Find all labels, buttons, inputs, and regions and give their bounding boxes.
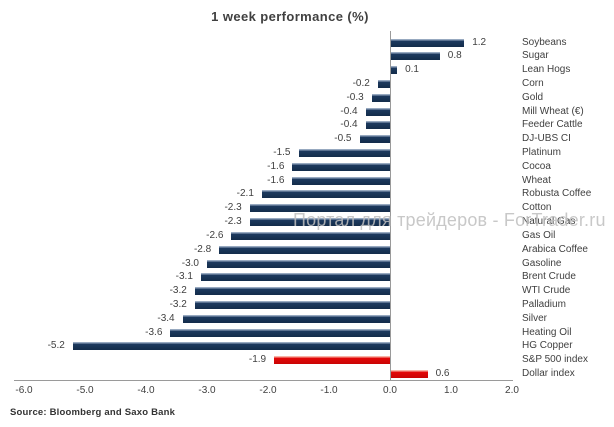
x-tick-label: -5.0 [76,385,94,396]
value-label: -2.1 [236,188,254,200]
bar [365,121,390,130]
category-label: Gasoline [522,257,562,269]
value-label: 0.6 [435,367,450,379]
category-label: DJ-UBS CI [522,133,571,145]
value-label: -0.3 [346,91,364,103]
bar [207,259,390,268]
bar [391,369,428,378]
bar [371,93,390,102]
value-label: -3.6 [145,326,163,338]
bar [391,66,398,75]
value-label: -3.2 [169,285,187,297]
category-label: Feeder Cattle [522,119,583,131]
bar [219,245,390,254]
bar [377,79,390,88]
bar [182,314,390,323]
category-label: Cotton [522,202,552,214]
bar [274,356,390,365]
category-label: Corn [522,77,544,89]
value-label: -3.2 [169,298,187,310]
bar [72,342,390,351]
bar [249,204,390,213]
bar [249,218,390,226]
value-label: -1.6 [267,174,285,186]
bar [200,273,390,282]
value-label: -3.1 [175,271,193,283]
category-label: Heating Oil [522,326,572,338]
watermark: Портал для трейдеров - ForTrader.ru [293,210,606,230]
bar [359,135,390,144]
category-label: Mill Wheat (€) [522,105,584,117]
value-label: 1.2 [472,36,487,48]
value-label: -0.2 [352,77,370,89]
value-label: -0.5 [334,133,352,145]
value-label: -3.0 [181,257,199,269]
category-label: S&P 500 index [522,354,588,366]
bar [391,52,440,61]
value-label: -2.8 [193,243,212,255]
bar [292,176,390,185]
category-label: Gold [522,91,544,103]
category-label: Platinum [522,147,561,158]
x-axis-line [14,380,513,381]
value-label: -2.6 [206,229,224,241]
x-tick-label: 0.0 [383,385,397,396]
value-label: -2.3 [224,202,242,214]
source-note: Source: Bloomberg and Saxo Bank [10,407,176,418]
bar [261,190,390,199]
category-label: Gas Oil [522,229,556,241]
value-label: -1.5 [273,147,291,158]
value-label: -5.2 [47,340,65,352]
category-label: Dollar index [522,367,575,379]
bar [298,149,390,157]
value-label: 0.1 [405,64,419,76]
bar [365,107,390,116]
category-label: Cocoa [522,160,551,172]
x-tick-label: -6.0 [15,385,33,396]
bar [194,300,390,309]
value-label: -1.9 [248,354,267,366]
category-label: Silver [522,312,548,324]
category-label: WTI Crude [522,285,571,297]
x-tick-label: 2.0 [505,385,519,396]
category-label: Lean Hogs [522,64,571,76]
category-label: HG Copper [522,340,573,352]
category-label: Natural Gas [522,216,576,227]
value-label: -0.4 [340,119,358,131]
value-label: -2.3 [224,216,242,227]
category-label: Robusta Coffee [522,188,592,200]
x-tick-label: -4.0 [137,385,155,396]
value-label: -0.4 [340,105,358,117]
x-tick-label: 1.0 [444,385,458,396]
chart-title: 1 week performance (%) [211,9,369,24]
category-label: Soybeans [522,36,567,48]
bar [292,162,390,171]
bar [170,328,390,337]
value-label: -3.4 [157,312,175,324]
x-tick-label: -1.0 [320,385,338,396]
category-label: Brent Crude [522,271,576,283]
bar [194,287,390,296]
bar [231,231,390,240]
category-label: Palladium [522,298,566,310]
category-label: Sugar [522,50,549,62]
value-label: 0.8 [447,50,462,62]
category-label: Wheat [522,174,551,186]
x-tick-label: -2.0 [259,385,277,396]
bar [391,38,465,47]
value-label: -1.6 [267,160,285,172]
x-tick-label: -3.0 [198,385,216,396]
zero-axis-line [390,31,391,380]
category-label: Arabica Coffee [522,243,588,255]
